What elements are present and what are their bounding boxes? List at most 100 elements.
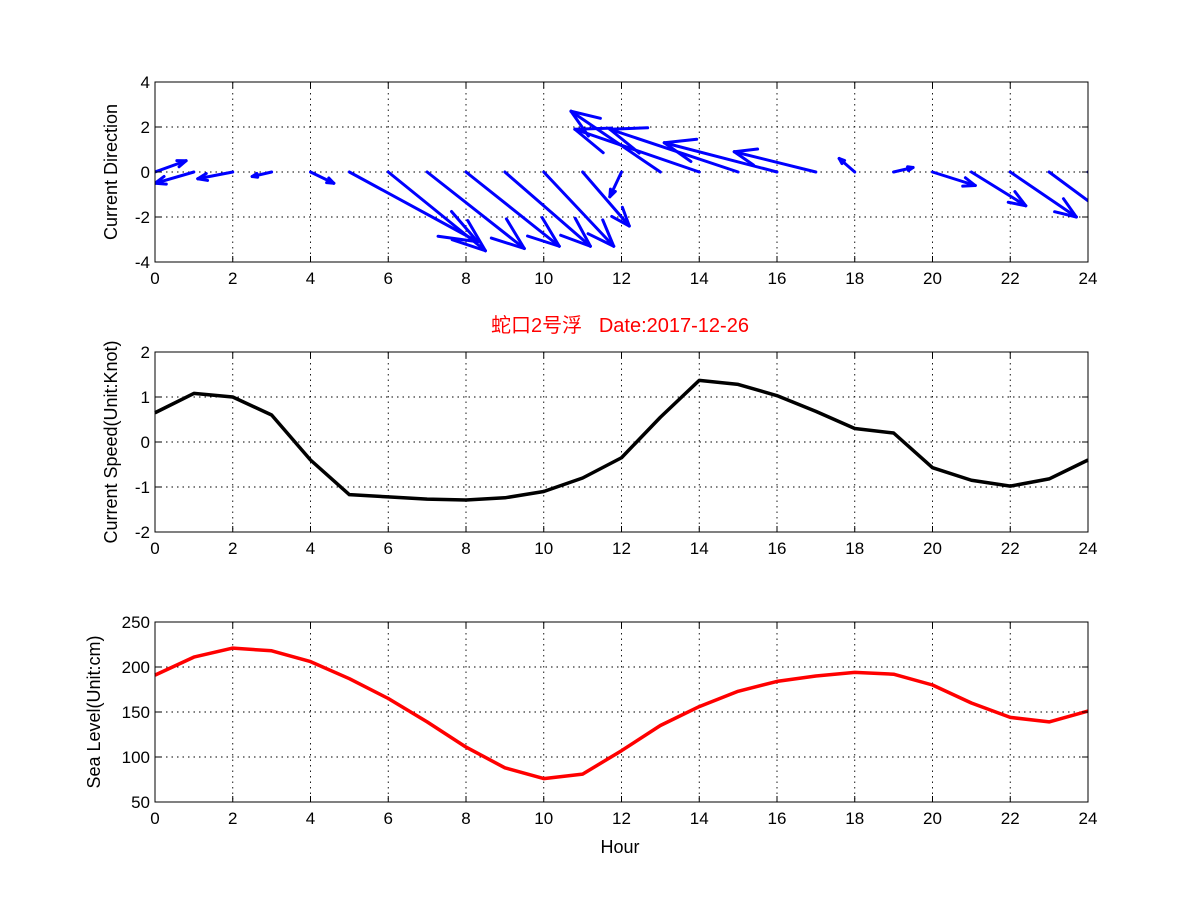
- sealevel-xtick-label: 8: [461, 809, 470, 828]
- current-arrow-head: [1096, 217, 1119, 224]
- direction-ytick-label: 2: [141, 118, 150, 137]
- speed-xtick-label: 4: [306, 539, 315, 558]
- direction-arrows: [155, 109, 1119, 253]
- sealevel-ylabel: Sea Level(Unit:cm): [84, 635, 104, 788]
- current-arrow: [581, 170, 631, 228]
- direction-xtick-label: 8: [461, 269, 470, 288]
- current-arrow-shaft: [425, 170, 526, 250]
- current-arrow-head: [586, 232, 616, 248]
- sealevel-xlabel: Hour: [600, 837, 639, 857]
- current-arrow-shaft: [569, 109, 662, 174]
- sealevel-series: [154, 646, 1089, 781]
- sealevel-xtick-label: 20: [923, 809, 942, 828]
- sealevel-xtick-label: 10: [534, 809, 553, 828]
- current-arrow: [931, 170, 977, 188]
- current-arrow-shaft: [732, 150, 818, 174]
- current-arrow-shaft: [309, 170, 336, 185]
- current-arrow-head: [155, 181, 168, 186]
- speed-line: [154, 378, 1089, 502]
- direction-ytick-label: 4: [141, 73, 150, 92]
- direction-ylabel: Current Direction: [101, 104, 121, 240]
- speed-series: [154, 378, 1089, 502]
- current-arrow-head: [196, 177, 210, 182]
- sealevel-xtick-label: 12: [612, 809, 631, 828]
- direction-xtick-label: 22: [1001, 269, 1020, 288]
- current-arrow: [155, 170, 196, 186]
- direction-xtick-label: 4: [306, 269, 315, 288]
- current-arrow-shaft: [1047, 170, 1088, 203]
- sealevel-ytick-label: 250: [122, 613, 150, 632]
- sealevel-xtick-label: 16: [768, 809, 787, 828]
- direction-xtick-label: 14: [690, 269, 709, 288]
- current-arrow: [250, 170, 274, 179]
- speed-xtick-label: 14: [690, 539, 709, 558]
- current-arrow: [1047, 170, 1119, 224]
- direction-xtick-label: 10: [534, 269, 553, 288]
- current-arrow: [464, 170, 561, 248]
- current-arrow-head: [906, 165, 915, 169]
- current-arrow: [1008, 170, 1078, 219]
- speed-grid: [155, 352, 1088, 532]
- sealevel-line: [154, 646, 1089, 781]
- current-arrow: [503, 170, 592, 248]
- current-arrow-shaft: [155, 159, 188, 174]
- current-arrow: [309, 170, 336, 185]
- current-arrow-shaft: [347, 170, 480, 244]
- speed-xtick-label: 18: [845, 539, 864, 558]
- current-arrow: [155, 159, 188, 174]
- current-arrow-head: [1053, 210, 1078, 219]
- current-arrow-shaft: [662, 141, 779, 174]
- current-arrow-head: [610, 214, 631, 228]
- current-arrow-head: [450, 238, 487, 253]
- speed-ytick-label: -1: [135, 478, 150, 497]
- speed-ytick-label: -2: [135, 523, 150, 542]
- sealevel-xtick-label: 18: [845, 809, 864, 828]
- speed-ytick-label: 2: [141, 343, 150, 362]
- sealevel-xtick-label: 14: [690, 809, 709, 828]
- speed-ylabel: Current Speed(Unit:Knot): [101, 340, 121, 543]
- current-arrow-head: [1061, 197, 1078, 219]
- current-arrow-head: [489, 236, 526, 250]
- direction-xtick-label: 20: [923, 269, 942, 288]
- current-arrow-head: [608, 189, 617, 199]
- current-arrow: [542, 170, 616, 248]
- sealevel-xtick-label: 2: [228, 809, 237, 828]
- current-arrow-head: [601, 218, 616, 248]
- speed-ytick-label: 0: [141, 433, 150, 452]
- direction-ytick-label: -4: [135, 253, 150, 272]
- current-arrow: [347, 170, 480, 244]
- current-arrow-head: [526, 234, 561, 248]
- speed-xtick-label: 10: [534, 539, 553, 558]
- sealevel-xtick-label: 24: [1079, 809, 1098, 828]
- sealevel-ytick-label: 50: [131, 793, 150, 812]
- current-arrow-head: [250, 175, 260, 179]
- sealevel-grid: [155, 622, 1088, 802]
- current-arrow-head: [1006, 200, 1028, 208]
- current-arrow-head: [732, 150, 756, 167]
- current-arrow-head: [573, 127, 605, 155]
- current-arrow-shaft: [581, 170, 631, 228]
- direction-xtick-label: 24: [1079, 269, 1098, 288]
- direction-xtick-label: 12: [612, 269, 631, 288]
- current-arrow-head: [732, 147, 760, 154]
- current-arrow-head: [662, 137, 699, 145]
- current-arrow-shaft: [1008, 170, 1078, 219]
- current-arrow-shaft: [155, 170, 196, 185]
- speed-xtick-label: 20: [923, 539, 942, 558]
- current-arrow: [196, 170, 235, 182]
- speed-xtick-label: 24: [1079, 539, 1098, 558]
- direction-xtick-label: 16: [768, 269, 787, 288]
- current-arrow-head: [540, 216, 561, 248]
- current-arrow: [425, 170, 526, 250]
- sealevel-ytick-label: 150: [122, 703, 150, 722]
- current-arrow-head: [837, 157, 844, 166]
- current-arrow-shaft: [608, 170, 623, 199]
- current-arrow-shaft: [1086, 170, 1088, 174]
- sealevel-ytick-label: 200: [122, 658, 150, 677]
- sealevel-xtick-label: 22: [1001, 809, 1020, 828]
